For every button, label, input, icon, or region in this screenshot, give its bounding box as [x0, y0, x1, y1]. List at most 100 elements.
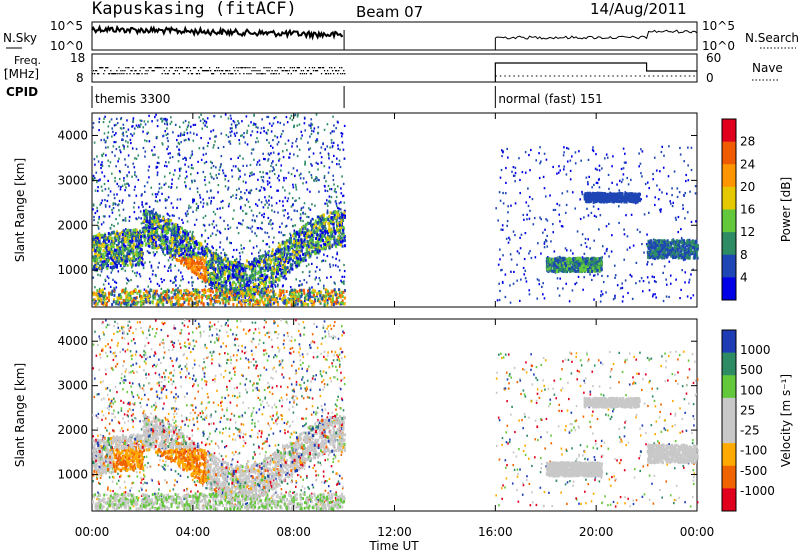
data-cell	[232, 269, 234, 272]
data-cell	[220, 252, 222, 254]
data-cell	[189, 261, 191, 264]
data-cell	[180, 141, 182, 143]
data-cell	[339, 292, 341, 294]
data-cell	[311, 286, 313, 288]
data-cell	[285, 197, 287, 199]
data-cell	[223, 146, 225, 148]
data-cell	[128, 154, 130, 156]
data-cell	[210, 189, 212, 191]
data-cell	[286, 116, 288, 118]
data-cell	[269, 177, 271, 179]
data-cell	[188, 207, 190, 209]
data-cell	[314, 127, 316, 129]
data-cell	[193, 200, 195, 202]
data-cell	[201, 234, 203, 236]
freq-dot	[287, 70, 288, 71]
data-cell	[284, 234, 286, 236]
data-cell	[265, 258, 267, 261]
data-cell	[300, 137, 302, 139]
data-cell	[134, 127, 136, 129]
data-cell	[215, 213, 217, 215]
data-cell	[300, 258, 302, 261]
data-cell	[181, 237, 183, 240]
freq-dot	[317, 70, 318, 71]
data-cell	[272, 147, 274, 149]
data-cell	[300, 209, 302, 211]
data-cell	[271, 125, 273, 127]
data-cell	[267, 183, 269, 185]
data-cell	[113, 145, 115, 147]
data-cell	[203, 266, 205, 269]
data-cell	[120, 151, 122, 153]
data-cell	[220, 116, 222, 118]
data-cell	[164, 247, 166, 250]
freq-dot	[179, 73, 180, 74]
data-cell	[319, 224, 321, 227]
data-cell	[205, 285, 207, 287]
data-cell	[344, 125, 346, 127]
data-cell	[340, 240, 342, 243]
data-cell	[335, 127, 337, 129]
data-cell	[265, 200, 267, 202]
data-cell	[311, 203, 313, 205]
data-cell	[207, 271, 209, 274]
data-cell	[216, 177, 218, 179]
data-cell	[134, 272, 136, 274]
data-cell	[308, 124, 310, 126]
data-cell	[251, 231, 253, 233]
data-cell	[132, 253, 134, 256]
data-cell	[232, 175, 234, 177]
freq-dot	[312, 67, 313, 68]
data-cell	[192, 266, 194, 269]
data-cell	[344, 276, 346, 278]
data-cell	[265, 267, 267, 270]
data-cell	[323, 214, 325, 217]
data-cell	[142, 206, 144, 208]
data-cell	[212, 303, 214, 306]
data-cell	[303, 234, 305, 237]
data-cell	[301, 134, 303, 136]
data-cell	[143, 210, 145, 213]
data-cell	[221, 155, 223, 157]
data-cell	[331, 188, 333, 190]
freq-dot	[201, 67, 202, 68]
data-cell	[233, 120, 235, 122]
freq-dot	[331, 67, 332, 68]
data-cell	[332, 256, 334, 258]
data-cell	[214, 257, 216, 260]
data-cell	[338, 240, 340, 243]
data-cell	[148, 230, 150, 233]
data-cell	[147, 181, 149, 183]
data-cell	[212, 223, 214, 225]
data-cell	[136, 248, 138, 251]
data-cell	[174, 277, 176, 279]
data-cell	[92, 277, 94, 279]
data-cell	[182, 240, 184, 243]
data-cell	[259, 159, 261, 161]
data-cell	[118, 185, 120, 187]
data-cell	[201, 249, 203, 252]
data-cell	[243, 180, 245, 182]
freq-dot	[267, 67, 268, 68]
data-cell	[200, 262, 202, 265]
data-cell	[166, 225, 168, 228]
data-cell	[172, 207, 174, 209]
freq-dot	[304, 73, 305, 74]
data-cell	[271, 130, 273, 132]
data-cell	[257, 127, 259, 129]
data-cell	[339, 149, 341, 151]
data-cell	[223, 220, 225, 222]
data-cell	[203, 147, 205, 149]
data-cell	[123, 243, 125, 246]
data-cell	[171, 202, 173, 204]
data-cell	[169, 157, 171, 159]
data-cell	[282, 200, 284, 202]
data-cell	[98, 216, 100, 218]
data-cell	[116, 148, 118, 150]
data-cell	[115, 260, 117, 263]
cpid-label: CPID	[6, 85, 38, 99]
nave-label: Nave	[752, 61, 783, 75]
data-cell	[227, 224, 229, 226]
data-cell	[206, 191, 208, 193]
data-cell	[172, 249, 174, 252]
